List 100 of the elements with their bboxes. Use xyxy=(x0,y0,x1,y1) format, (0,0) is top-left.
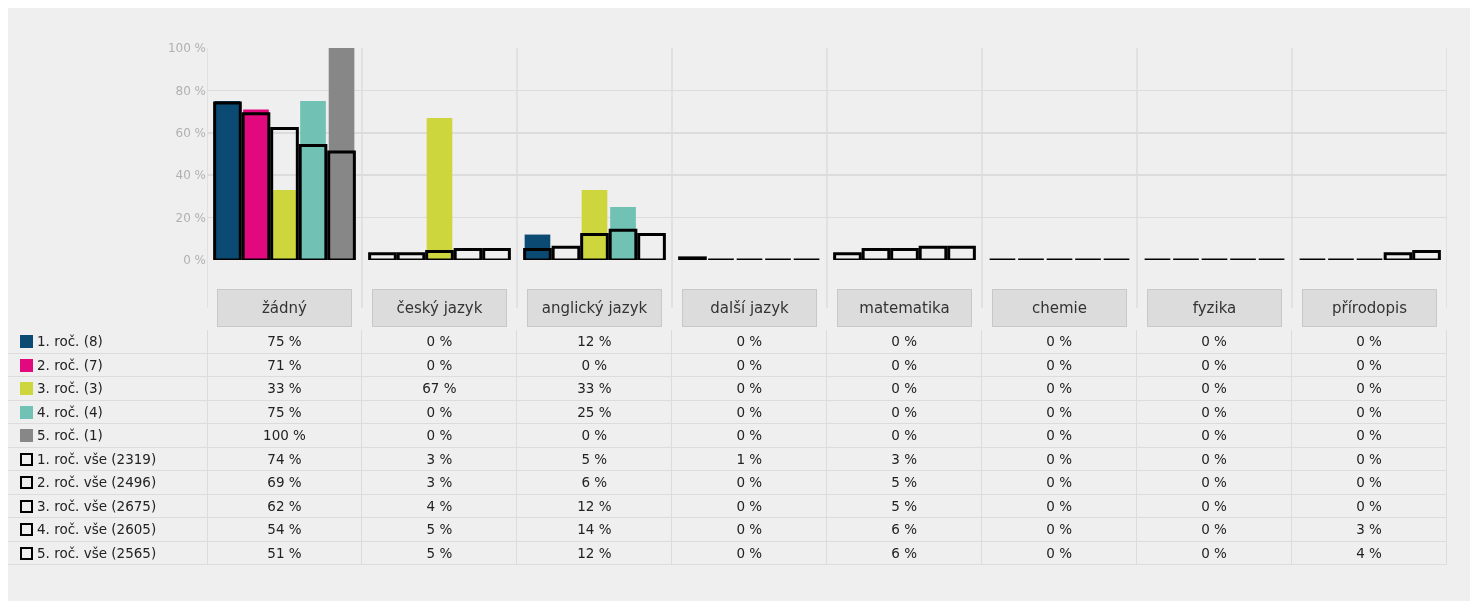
y-tick-label: 100 % xyxy=(167,41,206,56)
legend-label: 5. roč. vše (2565) xyxy=(37,544,157,561)
data-label: 5 % xyxy=(361,541,517,565)
data-label: 0 % xyxy=(1136,447,1292,471)
data-label: 6 % xyxy=(826,541,982,565)
data-label: 1 % xyxy=(671,447,827,471)
x-tick-label: další jazyk xyxy=(682,289,817,327)
data-label: 0 % xyxy=(1291,494,1447,518)
data-label: 0 % xyxy=(671,494,827,518)
legend-label: 1. roč. (8) xyxy=(37,333,103,350)
data-label: 0 % xyxy=(671,541,827,565)
data-label: 0 % xyxy=(516,353,672,377)
data-label: 0 % xyxy=(1136,376,1292,400)
legend-label: 4. roč. (4) xyxy=(37,403,103,420)
x-tick-label: český jazyk xyxy=(372,289,507,327)
y-tick-label: 20 % xyxy=(175,210,206,225)
data-label: 0 % xyxy=(826,376,982,400)
data-label: 0 % xyxy=(981,517,1137,541)
data-label: 12 % xyxy=(516,330,672,353)
data-label: 3 % xyxy=(826,447,982,471)
bar xyxy=(328,48,355,260)
legend-label: 5. roč. (1) xyxy=(37,427,103,444)
legend-label: 3. roč. vše (2675) xyxy=(37,497,157,514)
data-label: 54 % xyxy=(207,517,362,541)
data-label: 0 % xyxy=(981,400,1137,424)
data-label: 33 % xyxy=(207,376,362,400)
data-label: 12 % xyxy=(516,494,672,518)
data-label: 0 % xyxy=(1291,470,1447,494)
data-label: 0 % xyxy=(671,517,827,541)
x-tick-label: fyzika xyxy=(1147,289,1282,327)
data-label: 0 % xyxy=(671,470,827,494)
x-tick-label: chemie xyxy=(992,289,1127,327)
legend-label: 2. roč. vše (2496) xyxy=(37,474,157,491)
data-label: 0 % xyxy=(1291,400,1447,424)
data-label: 0 % xyxy=(981,330,1137,353)
data-label: 0 % xyxy=(826,400,982,424)
data-label: 5 % xyxy=(361,517,517,541)
x-tick-label: přírodopis xyxy=(1302,289,1437,327)
y-tick-label: 0 % xyxy=(183,253,206,268)
data-label: 0 % xyxy=(1136,541,1292,565)
data-label: 51 % xyxy=(207,541,362,565)
data-label: 0 % xyxy=(361,353,517,377)
data-label: 71 % xyxy=(207,353,362,377)
data-label: 67 % xyxy=(361,376,517,400)
data-label: 0 % xyxy=(981,353,1137,377)
data-label: 0 % xyxy=(981,541,1137,565)
data-label: 75 % xyxy=(207,330,362,353)
data-label: 0 % xyxy=(671,400,827,424)
data-label: 14 % xyxy=(516,517,672,541)
data-label: 6 % xyxy=(516,470,672,494)
data-label: 0 % xyxy=(1291,353,1447,377)
legend-label: 1. roč. vše (2319) xyxy=(37,450,157,467)
y-tick-label: 60 % xyxy=(175,126,206,140)
data-label: 100 % xyxy=(207,423,362,447)
data-label: 5 % xyxy=(826,470,982,494)
data-label: 0 % xyxy=(671,353,827,377)
y-tick-label: 80 % xyxy=(175,83,206,98)
data-label: 0 % xyxy=(826,353,982,377)
data-label: 5 % xyxy=(826,494,982,518)
data-label: 0 % xyxy=(981,423,1137,447)
data-label: 3 % xyxy=(361,470,517,494)
data-label: 0 % xyxy=(1291,447,1447,471)
data-label: 0 % xyxy=(1136,353,1292,377)
bar xyxy=(426,117,453,260)
data-label: 6 % xyxy=(826,517,982,541)
data-label: 0 % xyxy=(1136,423,1292,447)
data-label: 69 % xyxy=(207,470,362,494)
data-label: 0 % xyxy=(1291,376,1447,400)
legend-label: 4. roč. vše (2605) xyxy=(37,521,157,538)
data-label: 62 % xyxy=(207,494,362,518)
legend-label: 3. roč. (3) xyxy=(37,380,103,397)
data-label: 0 % xyxy=(1291,330,1447,353)
data-label: 0 % xyxy=(361,423,517,447)
data-label: 0 % xyxy=(826,423,982,447)
data-label: 0 % xyxy=(826,330,982,353)
y-tick-label: 40 % xyxy=(175,168,206,183)
data-label: 0 % xyxy=(671,423,827,447)
data-label: 0 % xyxy=(1291,423,1447,447)
data-label: 0 % xyxy=(361,400,517,424)
data-label: 74 % xyxy=(207,447,362,471)
data-label: 0 % xyxy=(1136,494,1292,518)
data-label: 12 % xyxy=(516,541,672,565)
data-label: 0 % xyxy=(361,330,517,353)
x-tick-label: žádný xyxy=(217,289,352,327)
data-label: 0 % xyxy=(981,494,1137,518)
x-tick-label: matematika xyxy=(837,289,972,327)
data-label: 0 % xyxy=(671,330,827,353)
data-label: 0 % xyxy=(1136,400,1292,424)
data-label: 3 % xyxy=(361,447,517,471)
data-label: 5 % xyxy=(516,447,672,471)
data-label: 4 % xyxy=(361,494,517,518)
data-label: 0 % xyxy=(1136,517,1292,541)
data-label: 0 % xyxy=(671,376,827,400)
legend-label: 2. roč. (7) xyxy=(37,356,103,373)
data-label: 75 % xyxy=(207,400,362,424)
data-label: 0 % xyxy=(981,376,1137,400)
data-label: 33 % xyxy=(516,376,672,400)
data-label: 3 % xyxy=(1291,517,1447,541)
data-label: 0 % xyxy=(981,447,1137,471)
data-label: 0 % xyxy=(1136,330,1292,353)
